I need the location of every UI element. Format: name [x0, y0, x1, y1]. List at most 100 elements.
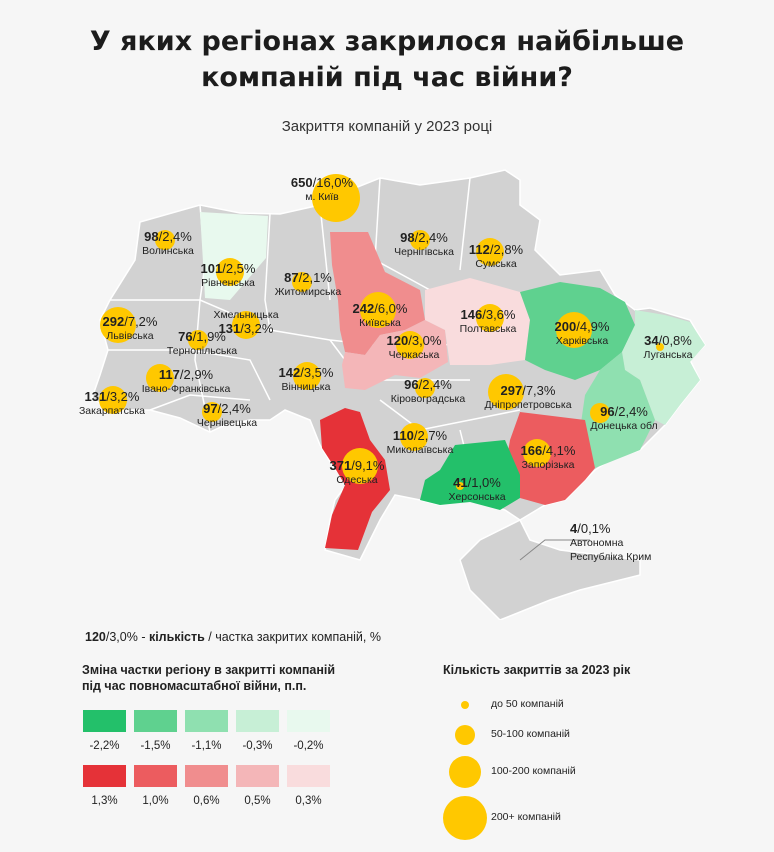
region-name: Миколаївська — [386, 444, 454, 456]
region-pct: /2,4% — [158, 229, 192, 244]
region-count: 110 — [392, 428, 414, 443]
region-pct: /0,1% — [577, 521, 611, 536]
region-name: Житомирська — [274, 286, 342, 298]
ukraine-map — [91, 169, 706, 620]
region-label-mykolaiv: 110/2,7% Миколаївська — [387, 429, 454, 457]
region-name: Закарпатська — [78, 405, 146, 417]
red-swatch-label: 0,5% — [244, 795, 271, 807]
region-value-poltava: 146/3,6% — [460, 308, 517, 322]
legend-key: 120/3,0% - кількість / частка закритих к… — [85, 630, 381, 644]
region-name: Одеська — [336, 474, 378, 486]
bubble-khmelnytskyi — [232, 311, 260, 339]
bubble-chernivtsi — [202, 402, 222, 422]
bubble-cherkasy — [396, 331, 424, 359]
region-value-ternopil: 76/1,9% — [167, 330, 237, 344]
size-legend-title: Кількість закриттів за 2023 рік — [443, 663, 631, 677]
bubble-dnipro — [488, 374, 524, 410]
change-legend-title: Зміна частки регіону в закритті компаній… — [82, 662, 335, 694]
region-name: Полтавська — [459, 323, 517, 335]
green-swatch-3 — [185, 710, 228, 732]
region-label-zhytomyr: 87/2,1% Житомирська — [275, 271, 341, 299]
region-value-volyn: 98/2,4% — [142, 230, 194, 244]
region-donetsk — [580, 352, 655, 468]
bubble-kharkiv — [556, 312, 592, 348]
bubble-mykolaiv — [400, 423, 428, 451]
region-value-rivne: 101/2,5% — [201, 262, 256, 276]
region-label-vinnytsia: 142/3,5% Вінницька — [279, 366, 334, 394]
region-label-chernivtsi: 97/2,4% Чернівецька — [197, 402, 257, 430]
region-label-chernihiv: 98/2,4% Чернігівська — [394, 231, 454, 259]
red-swatch-2 — [134, 765, 177, 787]
key-bold-text: кількість — [148, 630, 205, 644]
region-pct: /4,1% — [542, 443, 576, 458]
region-count: 131 — [84, 389, 107, 404]
bubble-odesa — [342, 448, 378, 484]
region-value-luhansk: 34/0,8% — [644, 334, 693, 348]
region-label-luhansk: 34/0,8% Луганська — [644, 334, 693, 362]
region-count: 292 — [102, 314, 125, 329]
region-pct: /16,0% — [312, 175, 354, 190]
region-value-kyiv_city: 650/16,0% — [291, 176, 353, 190]
green-swatch-label: -1,5% — [140, 740, 171, 752]
bubble-kherson — [456, 482, 464, 490]
region-label-khmelnytskyi: Хмельницька 131/3,2% — [213, 308, 278, 336]
region-pct: /1,0% — [467, 475, 501, 490]
bubble-donetsk — [590, 403, 610, 423]
region-rivne — [200, 212, 268, 300]
region-value-sumy: 112/2,8% — [469, 243, 523, 257]
region-count: 34 — [644, 333, 659, 348]
size-legend-bubble-2 — [455, 725, 475, 745]
size-legend-label: 100-200 компаній — [491, 765, 576, 777]
green-swatch-label: -0,2% — [293, 740, 324, 752]
region-label-volyn: 98/2,4% Волинська — [142, 230, 194, 258]
region-value-kyiv_obl: 242/6,0% — [353, 302, 408, 316]
size-legend-label: 50-100 компаній — [491, 728, 570, 740]
region-value-mykolaiv: 110/2,7% — [387, 429, 454, 443]
change-legend-title-line-2: під час повномасштабної війни, п.п. — [82, 679, 307, 693]
region-label-rivne: 101/2,5% Рівненська — [201, 262, 256, 290]
region-value-cherkasy: 120/3,0% — [387, 334, 442, 348]
region-name: Автономна Республіка Крим — [570, 537, 652, 563]
red-swatch-label: 0,3% — [295, 795, 322, 807]
region-value-zhytomyr: 87/2,1% — [275, 271, 341, 285]
region-count: 97 — [203, 401, 218, 416]
region-pct: /2,8% — [489, 242, 524, 257]
red-swatch-5 — [287, 765, 330, 787]
region-label-kyiv_city: 650/16,0% м. Київ — [291, 176, 353, 204]
bubble-vinnytsia — [293, 362, 321, 390]
region-pct: /3,2% — [240, 321, 274, 336]
region-value-kharkiv: 200/4,9% — [555, 320, 610, 334]
region-value-kherson: 41/1,0% — [448, 476, 505, 490]
size-legend-bubble-4 — [443, 796, 487, 840]
region-pct: /2,7% — [413, 428, 448, 443]
title-line-2: компаній під час війни? — [201, 62, 573, 93]
region-pct: /3,5% — [300, 365, 334, 380]
region-pct: /0,8% — [658, 333, 692, 348]
region-count: 87 — [284, 270, 299, 285]
region-pct: /2,4% — [217, 401, 251, 416]
region-count: 41 — [453, 475, 468, 490]
bubble-rivne — [216, 258, 244, 286]
bubble-kirovohrad — [415, 378, 435, 398]
region-name: Луганська — [643, 349, 693, 361]
region-zaporizhzhia — [505, 412, 595, 505]
region-value-lviv: 292/7,2% — [103, 315, 158, 329]
size-legend-label: до 50 компаній — [491, 698, 564, 710]
region-value-crimea: 4/0,1% — [570, 522, 665, 536]
bubble-ternopil — [188, 330, 208, 350]
bubble-volyn — [155, 230, 175, 250]
change-legend-title-line-1: Зміна частки регіону в закритті компаній — [82, 663, 336, 677]
region-name: Харківська — [555, 335, 609, 347]
key-count: 120 — [85, 630, 106, 644]
region-pct: /3,6% — [482, 307, 516, 322]
bubble-poltava — [476, 304, 504, 332]
region-pct: /2,5% — [222, 261, 256, 276]
region-name: Тернопільська — [166, 345, 238, 357]
region-pct: /2,4% — [418, 377, 452, 392]
region-count: 142 — [278, 365, 301, 380]
region-pct: /4,9% — [576, 319, 610, 334]
red-swatch-label: 1,0% — [142, 795, 169, 807]
region-name: Київська — [359, 317, 401, 329]
region-label-lviv: 292/7,2% Львівська — [103, 315, 158, 343]
region-count: 76 — [178, 329, 193, 344]
